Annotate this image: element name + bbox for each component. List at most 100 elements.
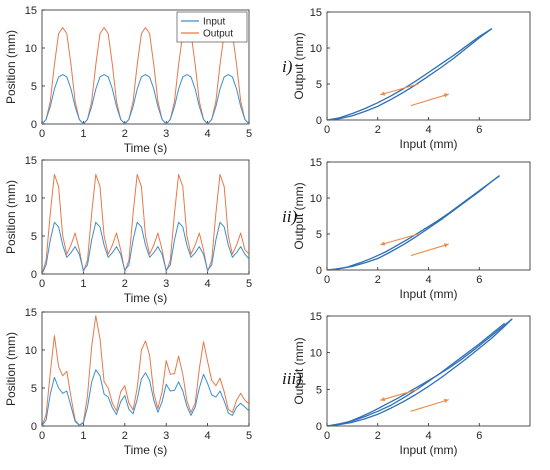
x-tick-label: 5 xyxy=(246,430,252,442)
x-axis-label: Input (mm) xyxy=(399,287,457,301)
x-axis-label: Time (s) xyxy=(124,141,168,155)
series-input xyxy=(42,369,249,426)
y-tick-label: 0 xyxy=(316,265,322,277)
axes-box xyxy=(326,161,531,271)
x-tick-label: 2 xyxy=(122,278,128,290)
series-output xyxy=(42,27,249,124)
y-axis-label: Position (mm) xyxy=(4,30,18,104)
y-tick-label: 5 xyxy=(316,229,322,241)
x-axis-label: Time (s) xyxy=(124,291,168,305)
y-tick-label: 10 xyxy=(310,348,322,360)
x-tick-label: 2 xyxy=(375,124,381,136)
y-tick-label: 15 xyxy=(310,157,322,169)
x-tick-label: 5 xyxy=(246,128,252,140)
x-tick-label: 6 xyxy=(476,430,482,442)
y-axis-label: Output (mm) xyxy=(292,182,306,249)
y-tick-label: 10 xyxy=(310,43,322,55)
x-tick-label: 4 xyxy=(425,124,431,136)
x-tick-label: 0 xyxy=(324,430,330,442)
y-tick-label: 0 xyxy=(31,119,37,131)
axes-box xyxy=(41,159,250,275)
y-tick-label: 5 xyxy=(31,81,37,93)
x-tick-label: 4 xyxy=(205,430,211,442)
x-tick-label: 2 xyxy=(375,274,381,286)
series-input xyxy=(42,74,249,124)
x-tick-label: 2 xyxy=(122,430,128,442)
unloading-arrow xyxy=(380,388,419,402)
y-tick-label: 15 xyxy=(25,5,37,17)
y-tick-label: 15 xyxy=(25,307,37,319)
axes-box xyxy=(326,315,531,427)
plot-area xyxy=(327,28,493,120)
x-tick-label: 5 xyxy=(246,278,252,290)
axes-box xyxy=(326,11,531,121)
y-tick-label: 0 xyxy=(31,269,37,281)
loop-branch xyxy=(327,318,513,426)
y-tick-label: 0 xyxy=(316,421,322,433)
unloading-arrow xyxy=(380,83,419,96)
loop-branch xyxy=(327,175,500,270)
panel-time-i: 0 1 2 3 4 5 0 5 10 15 Time (s) Position (mm) InputOu… xyxy=(4,5,252,155)
x-tick-label: 0 xyxy=(39,430,45,442)
y-tick-label: 10 xyxy=(25,345,37,357)
y-tick-label: 5 xyxy=(31,383,37,395)
series-output xyxy=(42,315,249,426)
plot-area xyxy=(42,27,249,124)
panel-loop-ii: 0 2 4 6 0 5 10 15 Input (mm) Output (mm)ii) xyxy=(282,157,531,301)
plot-area xyxy=(327,175,500,270)
x-tick-label: 3 xyxy=(163,430,169,442)
legend-entry: Input xyxy=(203,17,225,28)
loading-arrow xyxy=(410,243,449,257)
y-tick-label: 15 xyxy=(310,7,322,19)
y-tick-label: 10 xyxy=(25,43,37,55)
x-tick-label: 4 xyxy=(205,128,211,140)
x-tick-label: 1 xyxy=(80,128,86,140)
plot-area xyxy=(42,173,249,274)
x-tick-label: 1 xyxy=(80,278,86,290)
y-tick-label: 15 xyxy=(25,155,37,167)
y-axis-label: Output (mm) xyxy=(292,337,306,404)
y-axis-label: Output (mm) xyxy=(292,32,306,99)
x-axis-label: Input (mm) xyxy=(399,443,457,457)
x-tick-label: 0 xyxy=(324,274,330,286)
panel-label: i) xyxy=(282,57,293,76)
legend-box xyxy=(176,11,248,43)
y-tick-label: 5 xyxy=(31,231,37,243)
x-tick-label: 3 xyxy=(163,128,169,140)
axes-box xyxy=(41,311,250,427)
panel-label: iii) xyxy=(282,369,302,388)
y-tick-label: 10 xyxy=(25,193,37,205)
x-tick-label: 6 xyxy=(476,124,482,136)
y-tick-label: 10 xyxy=(310,193,322,205)
x-axis-label: Time (s) xyxy=(124,443,168,457)
x-tick-label: 0 xyxy=(324,124,330,136)
x-tick-label: 3 xyxy=(163,278,169,290)
x-tick-label: 0 xyxy=(39,278,45,290)
unloading-arrow xyxy=(380,233,419,246)
plot-area xyxy=(42,315,249,426)
loading-arrow xyxy=(410,398,449,412)
loop-branch xyxy=(327,28,493,120)
x-tick-label: 4 xyxy=(425,430,431,442)
panel-loop-i: 0 2 4 6 0 5 10 15 Input (mm) Output (mm)i) xyxy=(282,7,531,151)
x-tick-label: 2 xyxy=(122,128,128,140)
y-tick-label: 0 xyxy=(316,115,322,127)
y-tick-label: 5 xyxy=(316,79,322,91)
loop-branch xyxy=(327,318,513,426)
legend-entry: Output xyxy=(203,29,233,40)
x-tick-label: 2 xyxy=(375,430,381,442)
panel-time-ii: 0 1 2 3 4 5 0 5 10 15 Time (s) Position (mm) xyxy=(4,155,252,305)
x-tick-label: 1 xyxy=(80,430,86,442)
panel-loop-iii: 0 2 4 6 0 5 10 15 Input (mm) Output (mm)iii) xyxy=(282,311,531,457)
panel-time-iii: 0 1 2 3 4 5 0 5 10 15 Time (s) Position (mm) xyxy=(4,307,252,457)
loop-branch xyxy=(327,28,493,120)
x-tick-label: 0 xyxy=(39,128,45,140)
x-tick-label: 4 xyxy=(425,274,431,286)
y-tick-label: 15 xyxy=(310,311,322,323)
x-tick-label: 4 xyxy=(205,278,211,290)
series-input xyxy=(42,221,249,274)
x-axis-label: Input (mm) xyxy=(399,137,457,151)
series-output xyxy=(42,173,249,274)
